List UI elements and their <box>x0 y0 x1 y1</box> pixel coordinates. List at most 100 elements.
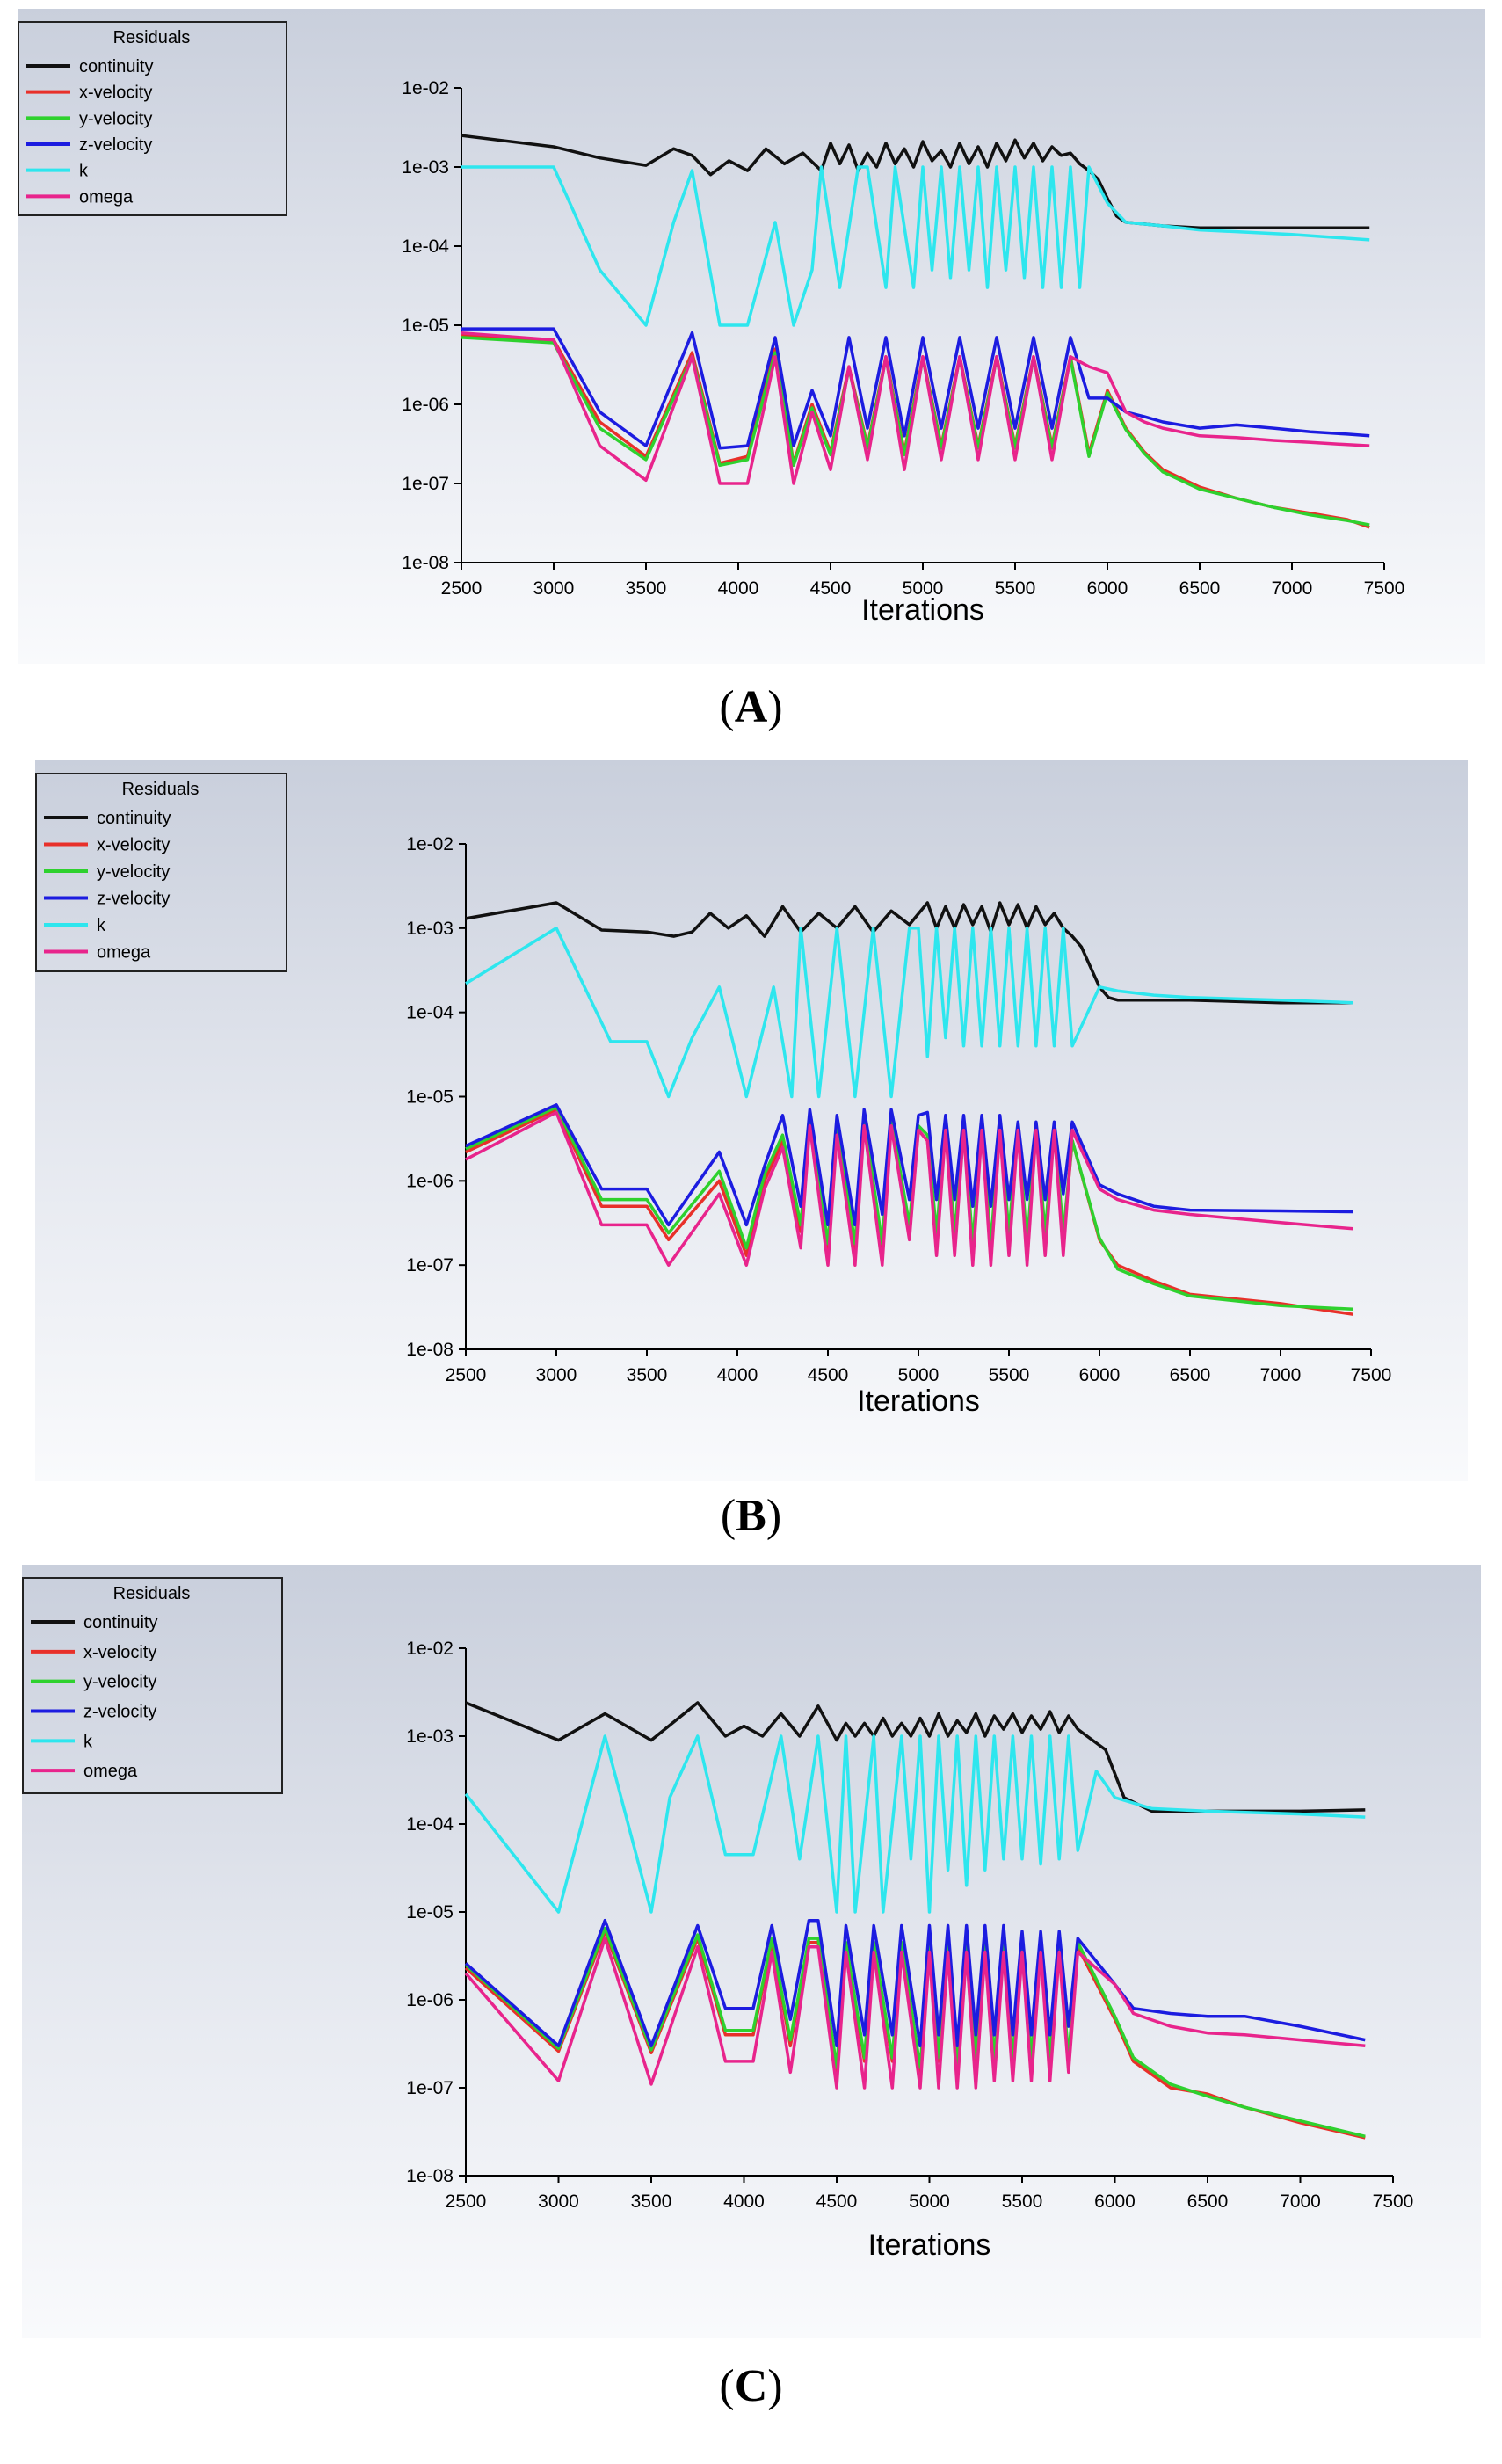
x-tick-label: 5500 <box>1002 2191 1043 2212</box>
y-tick-label: 1e-08 <box>402 553 449 573</box>
legend-label-y-velocity: y-velocity <box>83 1673 156 1692</box>
legend-label-k: k <box>97 916 106 935</box>
series-line-continuity <box>461 134 1370 230</box>
y-tick-label: 1e-07 <box>402 474 449 494</box>
x-tick-label: 4000 <box>718 578 759 599</box>
legend-label-y-velocity: y-velocity <box>79 109 152 128</box>
x-tick-label: 2500 <box>441 578 483 599</box>
series-line-k <box>464 1734 1366 1914</box>
x-tick-label: 7000 <box>1260 1365 1302 1385</box>
y-tick-label: 1e-05 <box>402 316 449 336</box>
legend-label-z-velocity: z-velocity <box>83 1703 156 1722</box>
chart-background <box>35 760 1468 1481</box>
y-tick-label: 1e-04 <box>406 1814 454 1835</box>
x-tick-label: 6500 <box>1179 578 1221 599</box>
y-tick-label: 1e-08 <box>406 2166 454 2186</box>
legend-box <box>35 773 287 972</box>
y-tick-label: 1e-05 <box>406 1087 454 1108</box>
legend-box <box>18 21 287 216</box>
legend-box <box>22 1577 283 1794</box>
y-tick-label: 1e-03 <box>406 919 454 939</box>
residuals-chart-a: 1e-08 1e-07 1e-06 1e-05 1e-04 1e-03 1e-02 2500 3… <box>18 9 1485 664</box>
x-tick-label: 5000 <box>898 1365 940 1385</box>
legend-label-x-velocity: x-velocity <box>83 1643 156 1662</box>
x-tick-label: 4000 <box>717 1365 758 1385</box>
legend-label-z-velocity: z-velocity <box>97 890 170 909</box>
y-tick-label: 1e-03 <box>402 157 449 178</box>
x-tick-label: 5500 <box>995 578 1036 599</box>
y-tick-label: 1e-08 <box>406 1340 454 1360</box>
y-tick-label: 1e-06 <box>406 1171 454 1191</box>
x-tick-label: 7500 <box>1373 2191 1414 2212</box>
series-line-z-velocity <box>465 1103 1353 1227</box>
panel-letter-b: B <box>736 1491 766 1541</box>
y-tick-label: 1e-02 <box>402 78 449 98</box>
x-tick-label: 4500 <box>810 578 852 599</box>
y-tick-label: 1e-03 <box>406 1726 454 1747</box>
panel-caption-c: (C) <box>719 2361 783 2411</box>
legend-label-continuity: continuity <box>97 809 171 828</box>
chart-background <box>22 1565 1481 2338</box>
legend-label-z-velocity: z-velocity <box>79 135 152 155</box>
legend-label-continuity: continuity <box>79 57 154 76</box>
legend-label-x-velocity: x-velocity <box>79 84 152 103</box>
legend-label-x-velocity: x-velocity <box>97 836 170 855</box>
series-line-omega <box>465 1110 1353 1267</box>
x-tick-label: 3000 <box>533 578 575 599</box>
series-line-omega <box>461 331 1370 485</box>
y-tick-label: 1e-02 <box>406 1639 454 1659</box>
residuals-chart-b: 1e-08 1e-07 1e-06 1e-05 1e-04 1e-03 1e-02 2500 3… <box>35 760 1468 1481</box>
panel-letter-c: C <box>734 2361 768 2411</box>
x-tick-label: 4500 <box>816 2191 858 2212</box>
series-line-k <box>461 165 1370 327</box>
legend-title: Residuals <box>113 1584 191 1603</box>
x-tick-label: 6000 <box>1079 1365 1121 1385</box>
y-tick-label: 1e-04 <box>402 236 449 257</box>
x-tick-label: 2500 <box>446 2191 487 2212</box>
x-tick-label: 3000 <box>538 2191 579 2212</box>
x-tick-label: 7500 <box>1364 578 1405 599</box>
x-tick-label: 3000 <box>536 1365 577 1385</box>
x-tick-label: 3500 <box>626 578 667 599</box>
x-tick-label: 7000 <box>1272 578 1313 599</box>
series-line-omega <box>464 1937 1366 2090</box>
series-line-z-velocity <box>464 1918 1366 2048</box>
y-tick-label: 1e-06 <box>406 1990 454 2010</box>
y-tick-label: 1e-06 <box>402 395 449 415</box>
legend-title: Residuals <box>113 28 191 47</box>
x-axis-label: Iterations <box>868 2228 991 2262</box>
series-line-z-velocity <box>461 327 1370 450</box>
x-tick-label: 3500 <box>627 1365 668 1385</box>
y-tick-label: 1e-07 <box>406 2078 454 2098</box>
legend-label-k: k <box>83 1732 93 1751</box>
legend-label-omega: omega <box>83 1762 138 1781</box>
y-tick-label: 1e-05 <box>406 1902 454 1923</box>
y-tick-label: 1e-04 <box>406 1003 454 1023</box>
x-tick-label: 6000 <box>1087 578 1128 599</box>
legend-label-k: k <box>79 162 89 181</box>
legend-label-continuity: continuity <box>83 1613 158 1632</box>
panel-caption-a: (A) <box>719 682 783 732</box>
x-tick-label: 5500 <box>989 1365 1030 1385</box>
panel-caption-b: (B) <box>720 1491 782 1541</box>
x-tick-label: 4500 <box>808 1365 849 1385</box>
x-axis-label: Iterations <box>857 1385 980 1418</box>
legend-title: Residuals <box>122 780 200 799</box>
panel-letter-a: A <box>734 682 768 732</box>
x-tick-label: 6500 <box>1170 1365 1211 1385</box>
x-tick-label: 7500 <box>1351 1365 1392 1385</box>
panel-a: 1e-08 1e-07 1e-06 1e-05 1e-04 1e-03 1e-02 2500 3… <box>18 9 1485 664</box>
x-tick-label: 4000 <box>723 2191 765 2212</box>
x-axis-label: Iterations <box>861 593 984 627</box>
x-tick-label: 2500 <box>446 1365 487 1385</box>
panel-b: 1e-08 1e-07 1e-06 1e-05 1e-04 1e-03 1e-02 2500 3… <box>35 760 1468 1481</box>
legend-label-y-velocity: y-velocity <box>97 862 170 882</box>
panel-c: 1e-08 1e-07 1e-06 1e-05 1e-04 1e-03 1e-02 2500 3… <box>22 1565 1481 2338</box>
x-tick-label: 3500 <box>631 2191 672 2212</box>
x-tick-label: 5000 <box>903 578 944 599</box>
x-tick-label: 5000 <box>909 2191 950 2212</box>
y-tick-label: 1e-07 <box>406 1255 454 1276</box>
series-line-continuity <box>465 1701 1366 1813</box>
x-tick-label: 7000 <box>1280 2191 1321 2212</box>
residuals-chart-c: 1e-08 1e-07 1e-06 1e-05 1e-04 1e-03 1e-02 2500 3… <box>22 1565 1481 2338</box>
